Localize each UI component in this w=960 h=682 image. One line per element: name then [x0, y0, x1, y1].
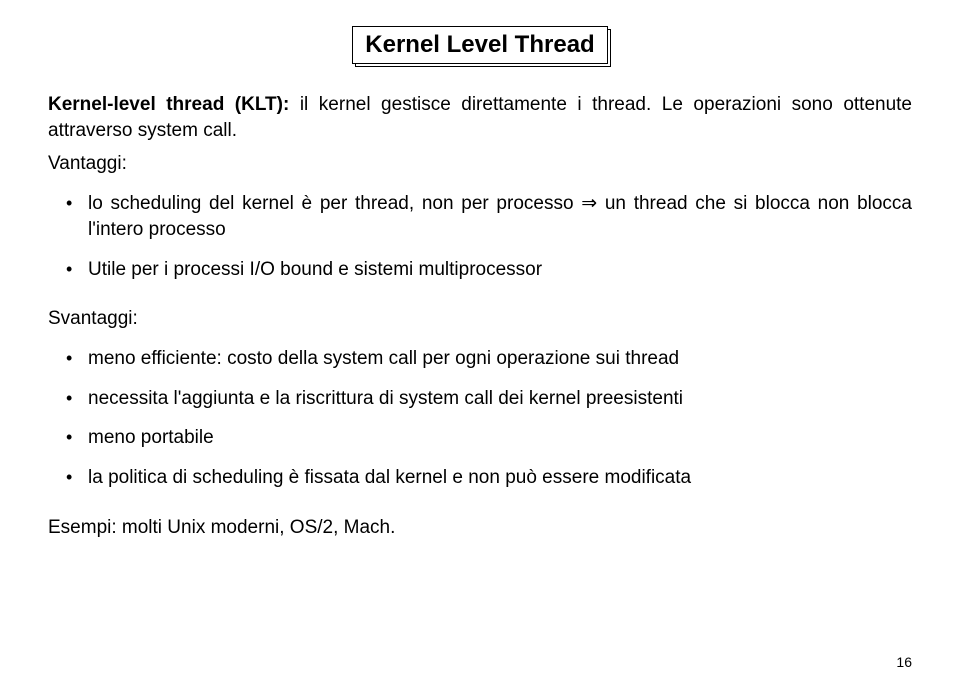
svantaggi-heading: Svantaggi: [48, 308, 912, 330]
list-item: lo scheduling del kernel è per thread, n… [88, 191, 912, 242]
svantaggi-list: meno efficiente: costo della system call… [48, 346, 912, 491]
intro-bold: Kernel-level thread (KLT): [48, 94, 289, 115]
intro-paragraph: Kernel-level thread (KLT): il kernel ges… [48, 92, 912, 143]
list-item: la politica di scheduling è fissata dal … [88, 465, 912, 491]
vantaggi-list: lo scheduling del kernel è per thread, n… [48, 191, 912, 282]
title-container: Kernel Level Thread [48, 26, 912, 64]
list-item: necessita l'aggiunta e la riscrittura di… [88, 386, 912, 412]
page-number: 16 [896, 654, 912, 670]
page-title: Kernel Level Thread [352, 26, 607, 64]
list-item: meno efficiente: costo della system call… [88, 346, 912, 372]
slide-page: Kernel Level Thread Kernel-level thread … [0, 0, 960, 682]
bullet-text-pre: lo scheduling del kernel è per thread, n… [88, 193, 581, 214]
double-arrow-icon: ⇒ [581, 193, 597, 214]
list-item: meno portabile [88, 425, 912, 451]
bullet-text-pre: Utile per i processi I/O bound e sistemi… [88, 259, 542, 280]
list-item: Utile per i processi I/O bound e sistemi… [88, 257, 912, 283]
vantaggi-heading: Vantaggi: [48, 153, 912, 175]
title-box: Kernel Level Thread [352, 26, 607, 64]
examples-line: Esempi: molti Unix moderni, OS/2, Mach. [48, 517, 912, 539]
